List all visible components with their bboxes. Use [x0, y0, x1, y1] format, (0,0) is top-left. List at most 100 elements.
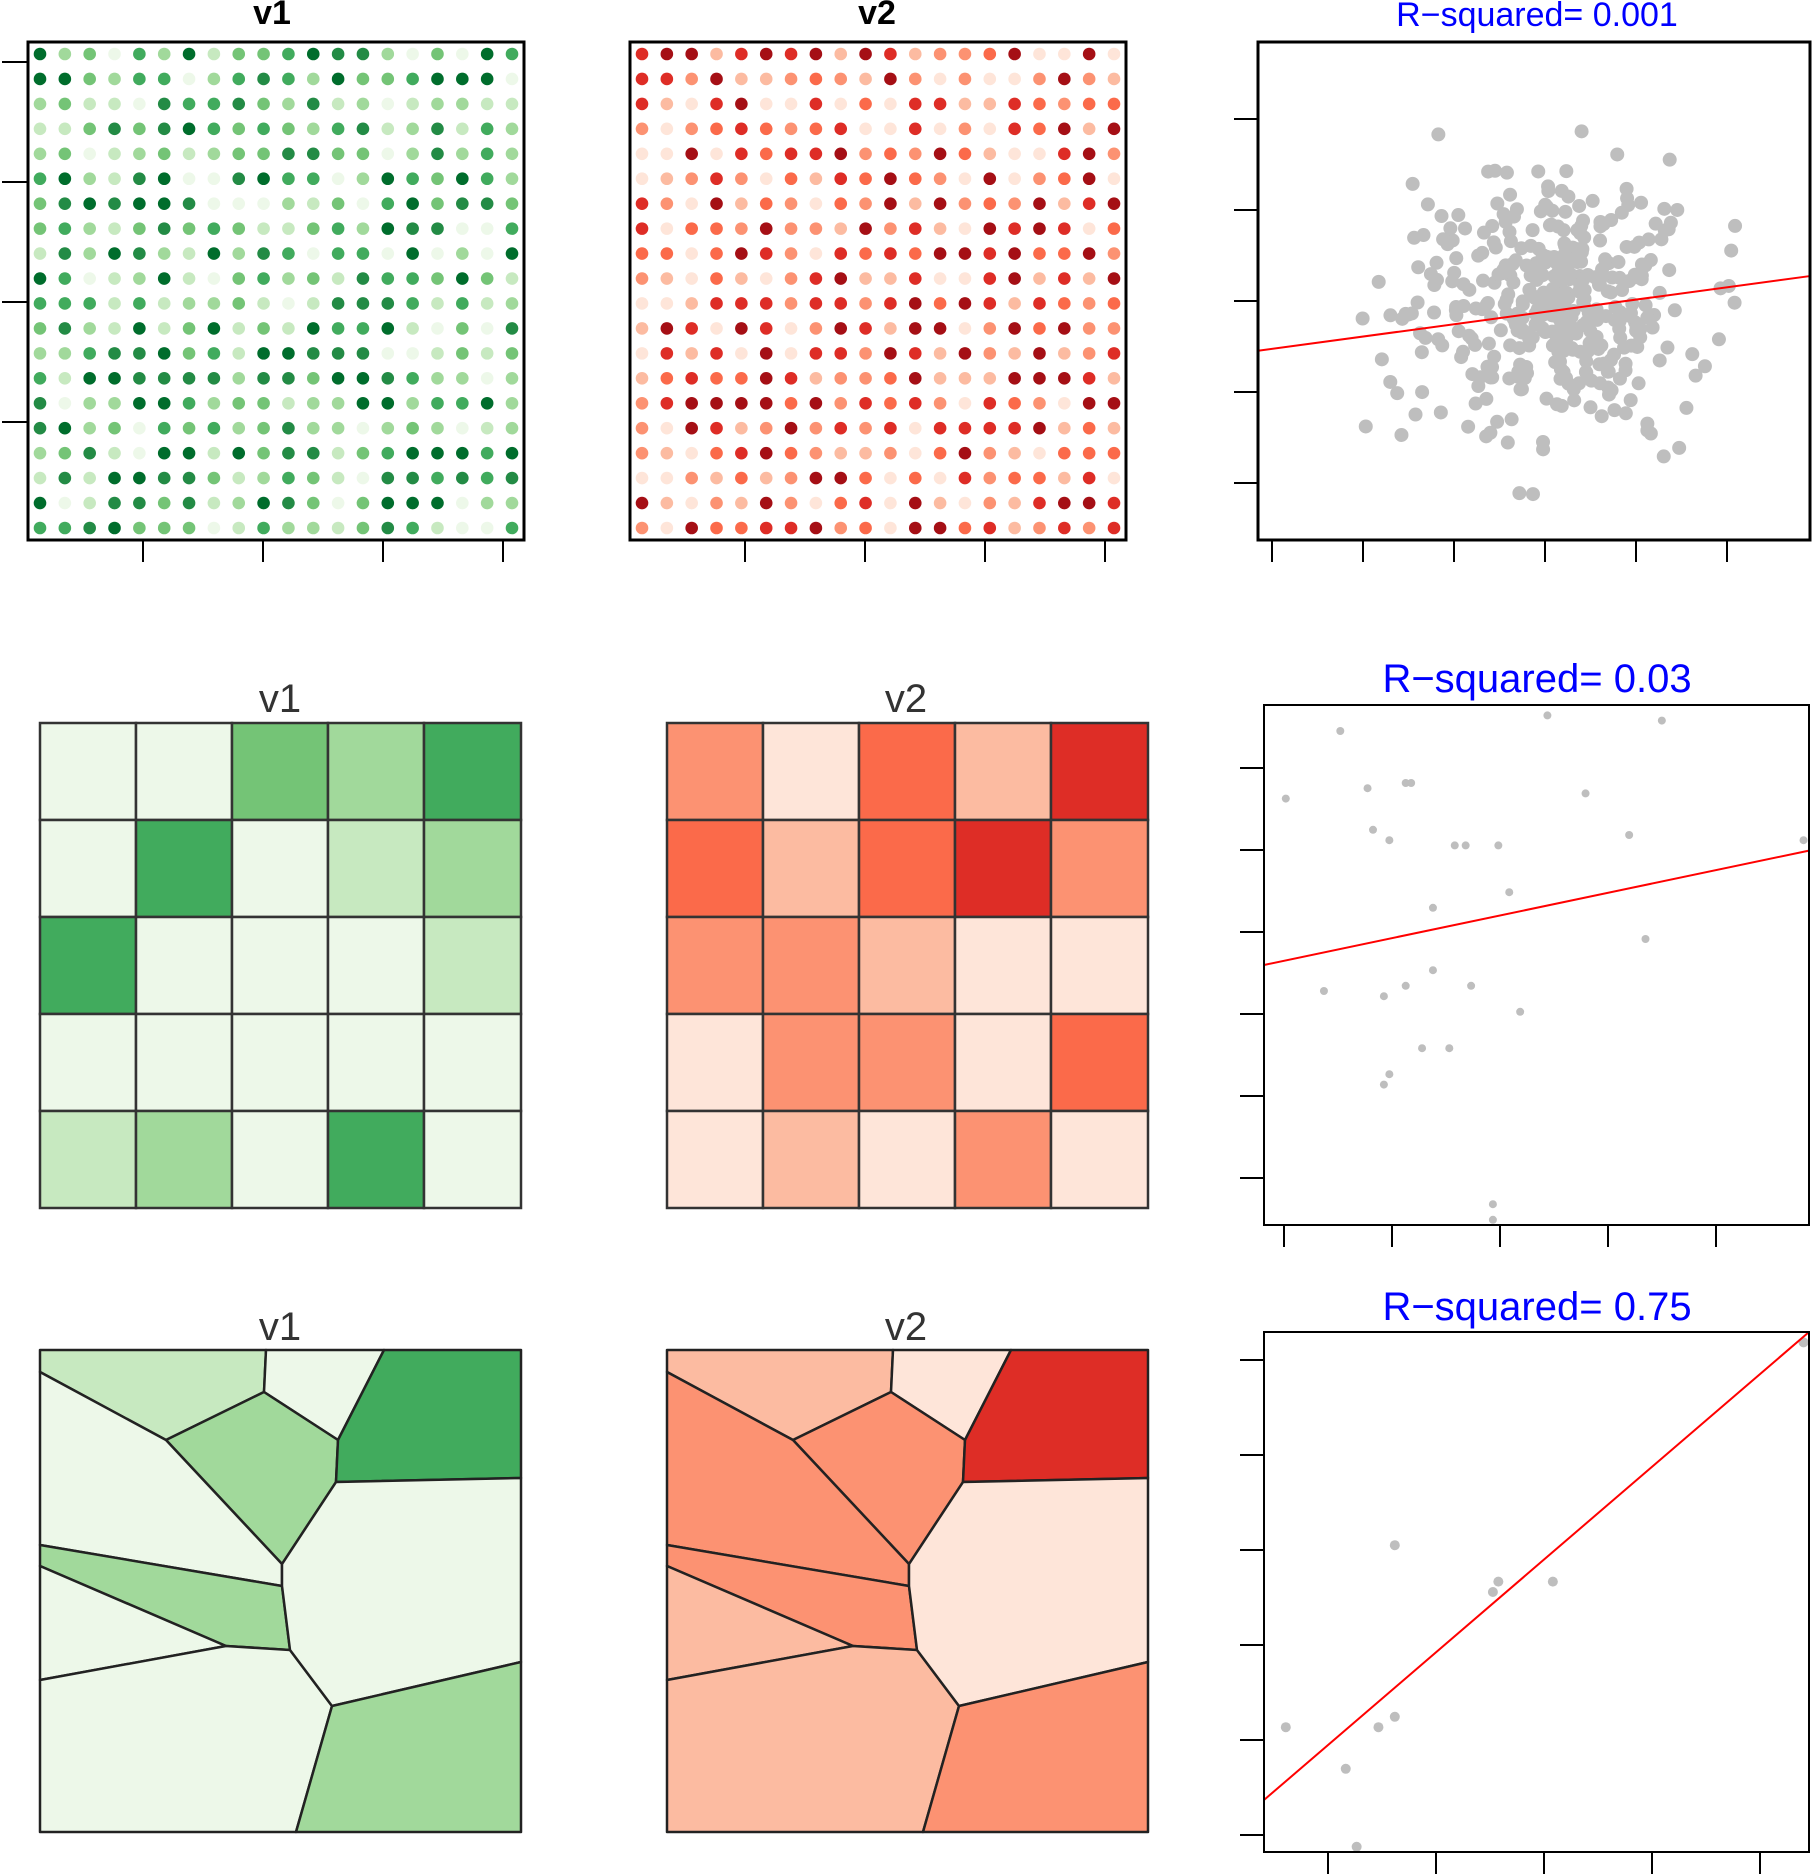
grid-point	[635, 172, 649, 186]
grid-point	[635, 122, 649, 136]
grid-point	[884, 97, 897, 111]
grid-point	[182, 47, 196, 61]
grid-point	[207, 147, 221, 161]
grid-point	[331, 372, 345, 385]
panel-v1-cells: v1	[38, 677, 523, 1210]
scatter-point	[1663, 215, 1678, 230]
grid-point	[859, 147, 872, 161]
grid-point	[1082, 272, 1096, 285]
grid-point	[83, 72, 96, 86]
grid-point	[232, 222, 246, 235]
scatter-point	[1471, 379, 1486, 394]
scatter-point	[1558, 204, 1573, 219]
grid-point	[908, 147, 922, 161]
grid-point	[257, 521, 270, 535]
grid-point	[1008, 122, 1021, 136]
grid-point	[282, 122, 295, 136]
region-polygon	[921, 1660, 1150, 1834]
scatter-point	[1547, 1576, 1558, 1587]
scatter-point	[1514, 382, 1529, 397]
grid-point	[406, 247, 419, 260]
scatter-point	[1799, 836, 1808, 845]
grid-point	[356, 372, 370, 385]
scatter-point	[1468, 301, 1483, 316]
fit-line	[1257, 275, 1811, 352]
scatter-point	[1670, 202, 1685, 217]
grid-point	[958, 172, 972, 186]
grid-point	[331, 421, 345, 435]
grid-point	[207, 521, 221, 535]
grid-point	[456, 322, 469, 335]
grid-point	[1107, 496, 1121, 510]
grid-point	[133, 322, 146, 335]
grid-point	[958, 396, 972, 410]
fit-line	[1263, 1331, 1810, 1801]
grid-point	[157, 446, 171, 460]
grid-point	[108, 521, 121, 535]
grid-point	[133, 471, 146, 485]
grid-point	[1107, 297, 1121, 310]
grid-point	[456, 471, 469, 485]
grid-point	[306, 347, 320, 360]
grid-point	[406, 521, 419, 535]
grid-point	[1082, 521, 1096, 535]
grid-point	[809, 297, 823, 310]
grid-point	[685, 197, 698, 210]
scatter-point	[1594, 409, 1609, 424]
grid-point	[1107, 72, 1121, 86]
grid-point	[381, 396, 395, 410]
grid-cell	[761, 818, 861, 919]
grid-point	[83, 222, 96, 235]
scatter-point	[1688, 368, 1703, 383]
grid-cell	[665, 1012, 765, 1113]
scatter-point	[1429, 255, 1444, 270]
grid-point	[1008, 172, 1021, 186]
grid-point	[232, 47, 246, 61]
grid-point	[232, 297, 246, 310]
grid-point	[83, 521, 96, 535]
grid-point	[356, 521, 370, 535]
grid-point	[58, 347, 72, 360]
grid-point	[232, 122, 246, 136]
scatter-point	[1505, 888, 1514, 897]
grid-point	[282, 396, 295, 410]
grid-point	[884, 172, 897, 186]
grid-point	[859, 471, 872, 485]
scatter-point	[1458, 221, 1473, 236]
grid-point	[282, 347, 295, 360]
grid-point	[306, 122, 320, 136]
grid-point	[381, 372, 395, 385]
grid-point	[207, 72, 221, 86]
grid-point	[356, 396, 370, 410]
grid-point	[1082, 322, 1096, 335]
grid-point	[257, 421, 270, 435]
grid-point	[784, 372, 798, 385]
grid-point	[306, 421, 320, 435]
grid-point	[1058, 521, 1071, 535]
grid-point	[133, 272, 146, 285]
cell-grid-area	[38, 721, 523, 1210]
grid-point	[456, 347, 469, 360]
grid-point	[157, 297, 171, 310]
grid-point	[635, 247, 649, 260]
grid-point	[331, 97, 345, 111]
grid-point	[809, 247, 823, 260]
grid-point	[884, 446, 897, 460]
plot-frame	[1256, 40, 1812, 542]
grid-point	[406, 372, 419, 385]
grid-point	[710, 297, 723, 310]
scatter-point	[1560, 312, 1575, 327]
grid-point	[182, 372, 196, 385]
grid-cell	[761, 1012, 861, 1113]
grid-point	[133, 347, 146, 360]
grid-point	[356, 147, 370, 161]
grid-point	[257, 396, 270, 410]
scatter-point	[1431, 332, 1446, 347]
grid-cell	[422, 1109, 523, 1210]
grid-point	[505, 122, 519, 136]
grid-point	[356, 297, 370, 310]
grid-point	[759, 247, 773, 260]
grid-point	[908, 197, 922, 210]
grid-point	[1058, 421, 1071, 435]
grid-point	[282, 47, 295, 61]
